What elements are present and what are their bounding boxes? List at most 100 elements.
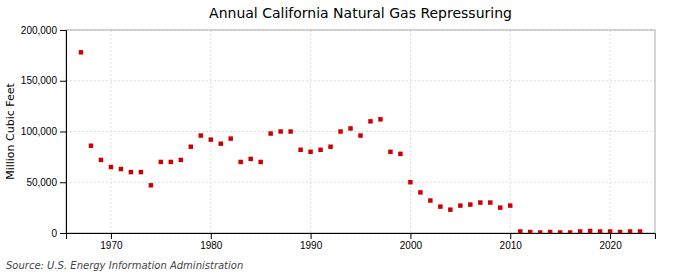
point	[209, 137, 213, 141]
tick-label: 50,000	[26, 177, 57, 188]
x-axis: 1970 1980 1990 2000 2010 2020	[67, 233, 656, 251]
point	[498, 205, 502, 209]
point	[478, 200, 482, 204]
tick-label: 2020	[599, 240, 622, 251]
tick: 1990	[300, 233, 323, 251]
tick-label: 2000	[400, 240, 423, 251]
point	[448, 207, 452, 211]
point	[368, 119, 372, 123]
point	[248, 157, 252, 161]
point	[358, 133, 362, 137]
point	[428, 198, 432, 202]
grid-line	[66, 80, 655, 81]
point	[538, 230, 542, 233]
tick: 200,000	[21, 25, 66, 36]
grid-line	[66, 131, 655, 132]
tick: 2020	[599, 233, 622, 251]
point	[388, 150, 392, 154]
point	[558, 230, 562, 233]
point	[288, 129, 292, 133]
tick-label: 1970	[100, 240, 123, 251]
point	[278, 129, 282, 133]
tick-mark	[60, 233, 66, 234]
tick-label: 200,000	[21, 25, 58, 36]
plot: 1970 1980 1990 2000 2010 2020 0 50,000 100,000 15…	[21, 25, 656, 251]
point	[219, 141, 223, 145]
tick-mark	[60, 30, 66, 31]
tick-label: 0	[51, 228, 57, 239]
point	[418, 190, 422, 194]
point	[189, 144, 193, 148]
point	[159, 160, 163, 164]
tick-label: 100,000	[21, 126, 58, 137]
y-axis-label: Million Cubic Feet	[4, 82, 17, 179]
point	[328, 144, 332, 148]
point	[79, 50, 83, 54]
point	[238, 160, 242, 164]
point	[638, 229, 642, 233]
tick-mark	[410, 233, 411, 239]
point	[199, 133, 203, 137]
tick: 150,000	[21, 75, 66, 86]
axis-line	[67, 234, 656, 240]
tick-label: 1990	[300, 240, 323, 251]
point	[99, 158, 103, 162]
points	[79, 50, 643, 233]
y-axis: 0 50,000 100,000 150,000 200,000	[21, 25, 67, 239]
tick: 2010	[500, 233, 523, 251]
point	[318, 148, 322, 152]
tick: 2000	[400, 233, 423, 251]
point	[228, 136, 232, 140]
point	[598, 229, 602, 233]
tick-label: 150,000	[21, 75, 58, 86]
point	[258, 160, 262, 164]
point	[348, 126, 352, 130]
tick-mark	[60, 132, 66, 133]
point	[438, 204, 442, 208]
tick-mark	[211, 233, 212, 239]
grid	[66, 30, 655, 233]
point	[488, 200, 492, 204]
tick-mark	[60, 182, 66, 183]
tick: 50,000	[26, 177, 66, 188]
point	[518, 229, 522, 233]
grid-line	[66, 182, 655, 183]
point	[298, 148, 302, 152]
point	[338, 129, 342, 133]
point	[458, 203, 462, 207]
tick: 1980	[200, 233, 223, 251]
plot-frame	[66, 30, 655, 233]
point	[588, 229, 592, 233]
point	[618, 230, 622, 233]
point	[109, 165, 113, 169]
point	[129, 170, 133, 174]
point	[398, 152, 402, 156]
point	[508, 203, 512, 207]
point	[548, 230, 552, 233]
point	[179, 158, 183, 162]
point	[528, 230, 532, 233]
point	[308, 150, 312, 154]
source: Source: U.S. Energy Information Administ…	[6, 260, 243, 271]
title: Annual California Natural Gas Repressuri…	[209, 5, 512, 21]
tick-mark	[610, 233, 611, 239]
point	[119, 167, 123, 171]
point	[468, 202, 472, 206]
tick-mark	[111, 233, 112, 239]
tick-mark	[510, 233, 511, 239]
tick: 1970	[100, 233, 123, 251]
point	[268, 131, 272, 135]
tick-label: 1980	[200, 240, 223, 251]
chart: 1970 1980 1990 2000 2010 2020 0 50,000 100,000 15…	[0, 0, 675, 275]
tick-mark	[311, 233, 312, 239]
tick-mark	[60, 81, 66, 82]
point	[149, 183, 153, 187]
tick: 0	[51, 228, 66, 239]
point	[568, 230, 572, 233]
point	[578, 229, 582, 233]
tick-label: 2010	[500, 240, 523, 251]
tick: 100,000	[21, 126, 66, 137]
point	[608, 229, 612, 233]
point	[378, 117, 382, 121]
point	[139, 170, 143, 174]
